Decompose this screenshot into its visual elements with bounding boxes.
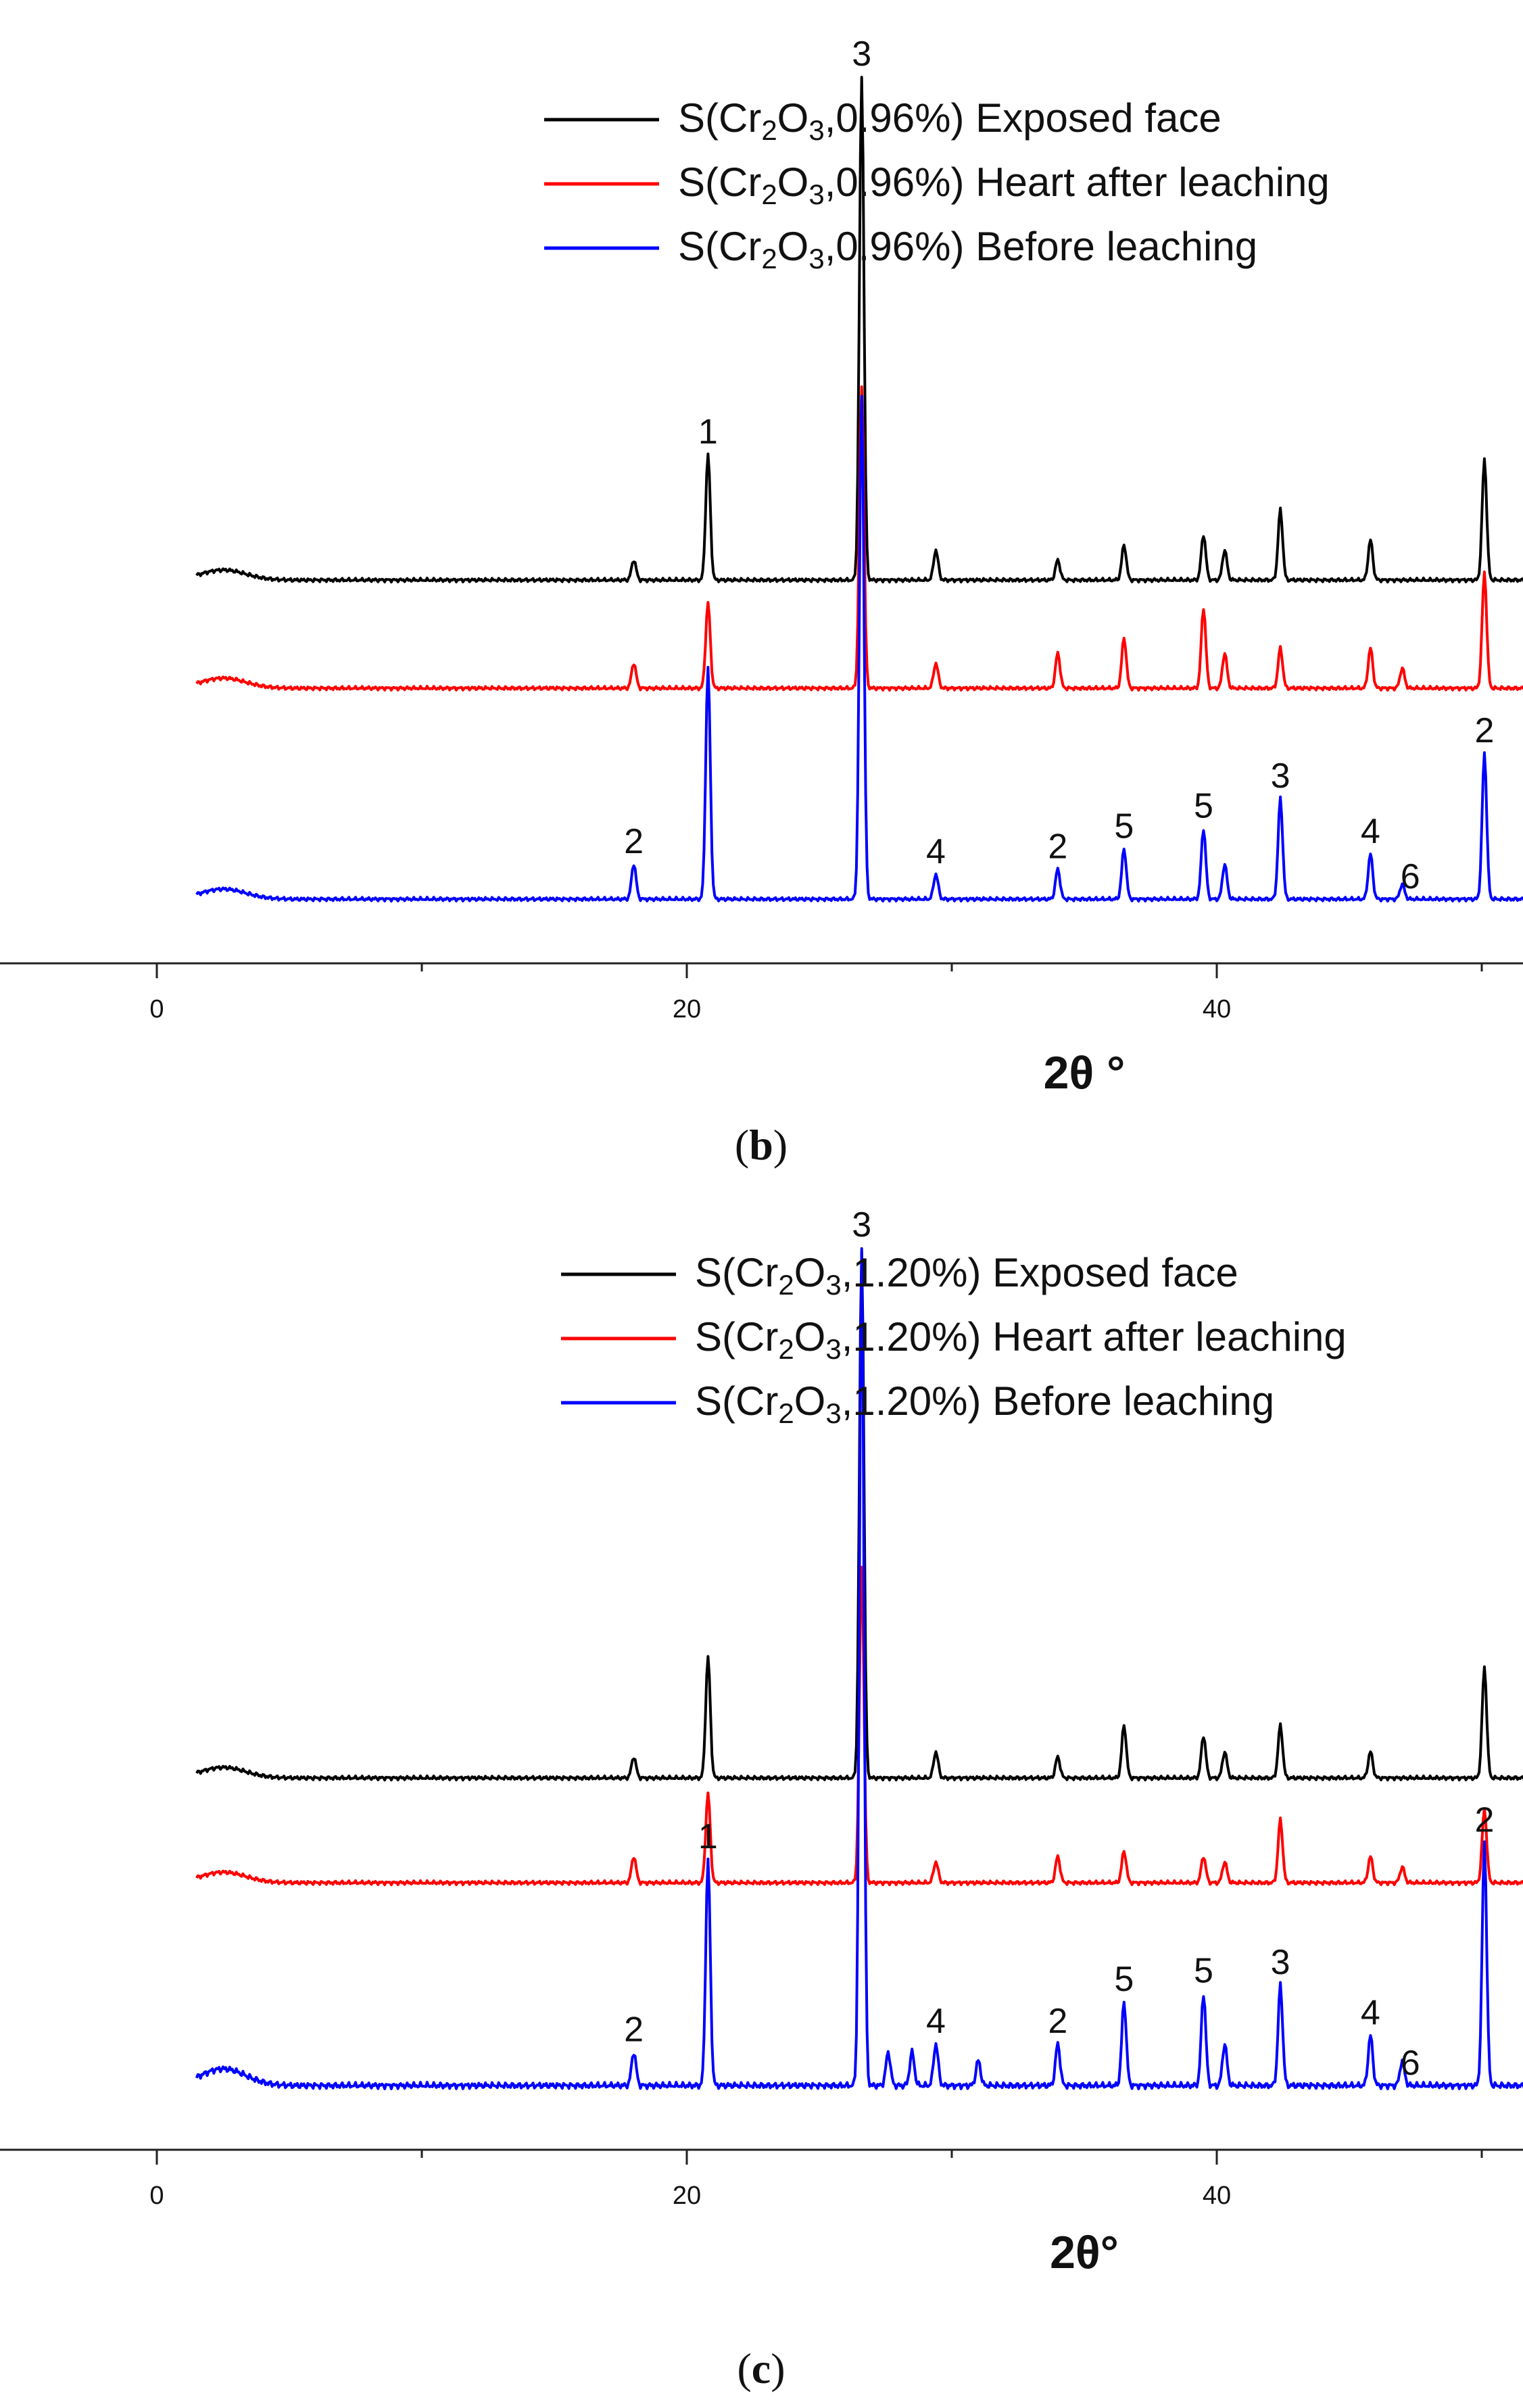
panel-label: (c) [737, 2344, 785, 2392]
legend-text: O [777, 160, 809, 205]
legend-subscript: 3 [808, 114, 824, 146]
peak-annotation: 6 [1401, 2044, 1420, 2083]
panel-letter: c [752, 2344, 771, 2392]
peak-annotation: 2 [1474, 1800, 1494, 1839]
series-line-0 [195, 76, 1523, 583]
legend-text: S(Cr [678, 95, 761, 141]
peak-annotation: 2 [624, 2010, 644, 2049]
legend-label: S(Cr2O3,0.96%) Exposed face [678, 95, 1222, 146]
legend-text: O [777, 95, 809, 141]
peak-annotation: 5 [1114, 807, 1134, 846]
legend-text: S(Cr [695, 1314, 778, 1359]
panel-letter: b [749, 1121, 773, 1169]
legend-subscript: 3 [825, 1269, 841, 1301]
legend-text: ,0.96%) Before leaching [825, 224, 1257, 269]
legend-text: ,1.20%) Heart after leaching [842, 1314, 1347, 1359]
legend-label: S(Cr2O3,0.96%) Heart after leaching [678, 160, 1330, 210]
peak-annotation: 4 [1361, 812, 1380, 851]
legend-text: ,0.96%) Heart after leaching [825, 160, 1330, 205]
series-line-2 [195, 1247, 1523, 2090]
legend-text: S(Cr [695, 1378, 778, 1424]
x-tick-label: 20 [673, 995, 701, 1024]
legend-subscript: 3 [825, 1397, 841, 1429]
legend-subscript: 2 [761, 178, 777, 210]
peak-annotation: 4 [926, 2002, 946, 2041]
series-line-1 [195, 385, 1523, 692]
series-line-0 [195, 1250, 1523, 1782]
peak-annotation: 6 [1401, 857, 1420, 896]
series-line-1 [195, 1566, 1523, 1887]
peak-annotation: 5 [1114, 1960, 1134, 1999]
peak-annotation: 3 [1271, 756, 1290, 796]
legend-label: S(Cr2O3,1.20%) Exposed face [695, 1250, 1238, 1301]
x-tick-label: 20 [673, 2182, 701, 2210]
peak-annotation: 3 [852, 34, 871, 74]
peak-annotation: 2 [624, 822, 644, 861]
legend-subscript: 2 [778, 1333, 794, 1365]
legend-subscript: 2 [778, 1269, 794, 1301]
peak-annotation: 4 [926, 832, 946, 871]
legend-label: S(Cr2O3,1.20%) Heart after leaching [695, 1314, 1347, 1365]
peak-annotation: 1 [698, 412, 718, 452]
legend-subscript: 2 [761, 114, 777, 146]
peak-annotation: 2 [1048, 827, 1067, 866]
legend-subscript: 2 [778, 1397, 794, 1429]
x-axis-label: 2θ ° [1044, 1047, 1126, 1099]
peak-annotation: 2 [1474, 711, 1494, 750]
legend-text: ,1.20%) Before leaching [842, 1378, 1274, 1424]
legend-text: O [794, 1378, 826, 1424]
peak-annotation: 3 [852, 1205, 871, 1245]
x-axis-label: 2θ° [1050, 2227, 1119, 2278]
legend-text: S(Cr [678, 224, 761, 269]
legend-text: O [794, 1314, 826, 1359]
legend-subscript: 2 [761, 243, 777, 274]
chart-panel-b: 0204060802θ °312425534625333S(Cr2O3,0.96… [0, 34, 1523, 1169]
legend-text: O [794, 1250, 826, 1295]
legend-subscript: 3 [808, 243, 824, 274]
peak-annotation: 2 [1048, 2002, 1067, 2041]
legend-text: ,1.20%) Exposed face [842, 1250, 1238, 1295]
x-tick-label: 40 [1203, 2182, 1231, 2210]
peak-annotation: 4 [1361, 1994, 1380, 2033]
panel-label: (b) [735, 1121, 788, 1169]
legend-subscript: 3 [808, 178, 824, 210]
peak-annotation: 3 [1271, 1943, 1290, 1982]
chart-panel-c: 0204060802θ°312425534625333S(Cr2O3,1.20%… [0, 1205, 1523, 2392]
legend-text: ,0.96%) Exposed face [825, 95, 1222, 141]
legend-text: S(Cr [678, 160, 761, 205]
x-tick-label: 40 [1203, 995, 1231, 1024]
peak-annotation: 1 [698, 1817, 718, 1856]
x-tick-label: 0 [149, 995, 164, 1024]
peak-annotation: 5 [1194, 787, 1213, 826]
x-tick-label: 0 [149, 2182, 164, 2210]
legend-text: S(Cr [695, 1250, 778, 1295]
legend-text: O [777, 224, 809, 269]
legend-subscript: 3 [825, 1333, 841, 1365]
series-line-2 [195, 395, 1523, 902]
legend-label: S(Cr2O3,0.96%) Before leaching [678, 224, 1257, 274]
peak-annotation: 5 [1194, 1952, 1213, 1991]
legend-label: S(Cr2O3,1.20%) Before leaching [695, 1378, 1274, 1429]
